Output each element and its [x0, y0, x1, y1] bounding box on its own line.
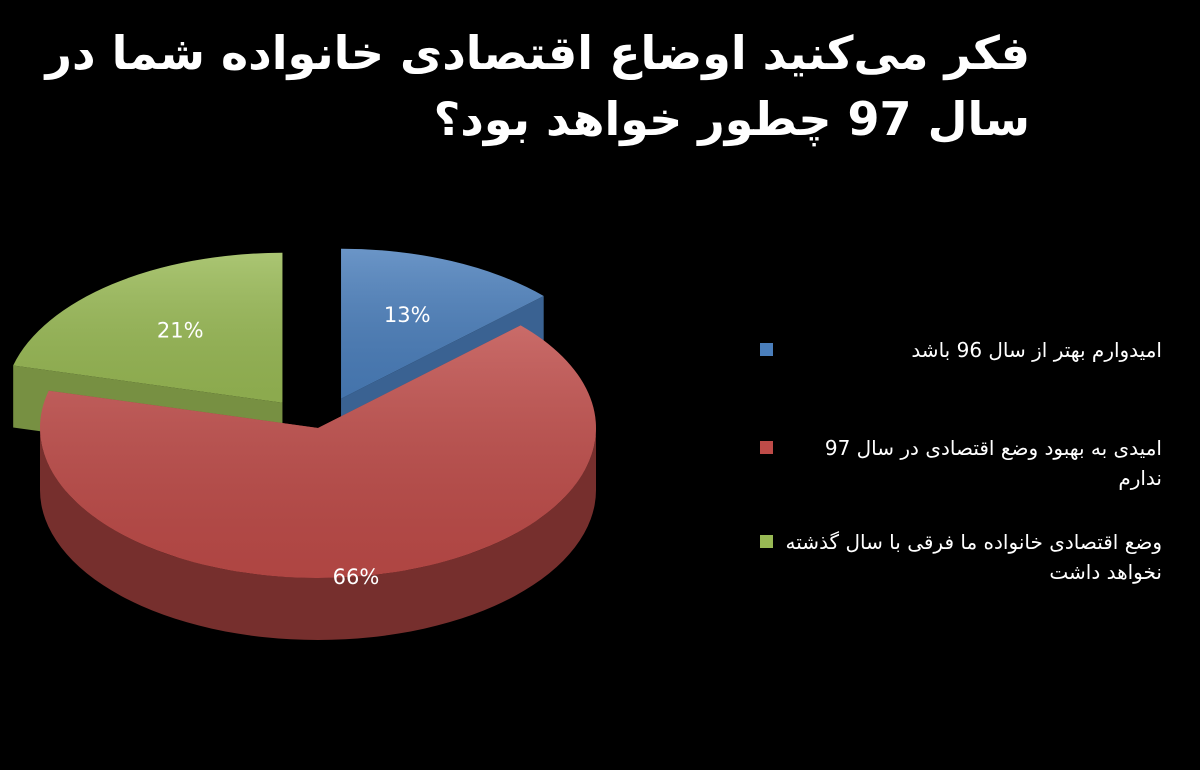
slice-data-label: 13%: [384, 303, 431, 327]
slice-data-label: 66%: [333, 565, 380, 589]
chart-title: فکر می‌کنید اوضاع اقتصادی خانواده شما در…: [45, 26, 1030, 146]
legend-item: امیدی به بهبود وضع اقتصادی در سال 97 ندا…: [760, 433, 1180, 513]
pie-slice: [39, 325, 596, 640]
legend-marker-blue: [760, 343, 773, 356]
legend-marker-green: [760, 535, 773, 548]
legend-label: امیدی به بهبود وضع اقتصادی در سال 97 ندا…: [824, 436, 1162, 490]
legend-label: وضع اقتصادی خانواده ما فرقی با سال گذشته…: [785, 530, 1162, 584]
legend-item: وضع اقتصادی خانواده ما فرقی با سال گذشته…: [760, 527, 1180, 607]
legend-label: امیدوارم بهتر از سال 96 باشد: [911, 338, 1162, 362]
legend-marker-red: [760, 441, 773, 454]
slice-data-label: 21%: [157, 319, 204, 343]
legend-item: امیدوارم بهتر از سال 96 باشد: [760, 335, 1180, 415]
